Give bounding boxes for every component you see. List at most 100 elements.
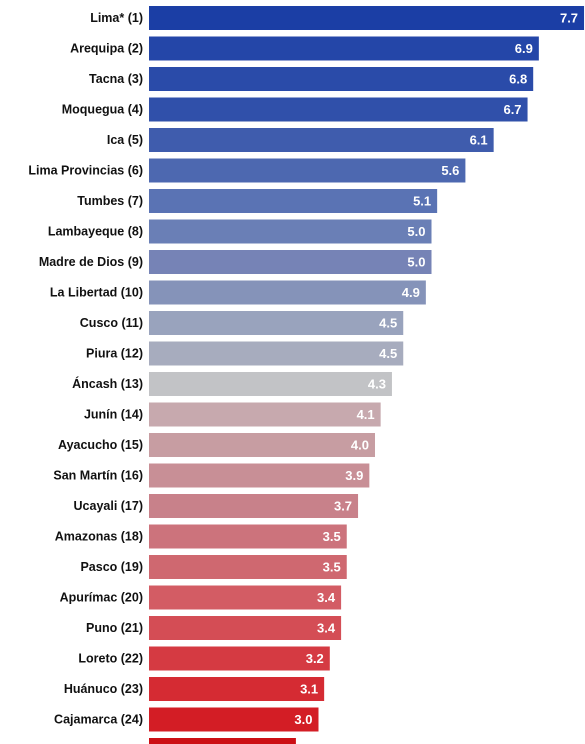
bar-row: La Libertad (10) 4.9 (50, 280, 426, 305)
bar-row: Amazonas (18) 3.5 (55, 524, 347, 549)
bar (149, 36, 539, 61)
bar (149, 585, 342, 610)
bar-row: Tumbes (7) 5.1 (77, 189, 438, 213)
bar-row: Lambayeque (8) 5.0 (48, 219, 432, 244)
value-label: 4.5 (379, 316, 397, 331)
bar (149, 311, 404, 335)
category-label: Huánuco (23) (64, 682, 143, 696)
bar-row: Ucayali (17) 3.7 (74, 494, 359, 518)
value-label: 5.0 (407, 255, 425, 270)
bar (149, 128, 494, 152)
category-label: Pasco (19) (80, 560, 143, 574)
category-label: Apurímac (20) (60, 591, 143, 605)
bar-row: Piura (12) 4.5 (86, 341, 404, 366)
bar (149, 158, 466, 183)
bar (149, 189, 438, 213)
category-label: Áncash (13) (72, 376, 143, 391)
category-label: San Martín (16) (53, 469, 143, 483)
bar (149, 219, 432, 244)
bar-row: Áncash (13) 4.3 (72, 372, 392, 396)
bar-row: Tacna (3) 6.8 (89, 67, 534, 91)
bar-row: Loreto (22) 3.2 (78, 646, 330, 671)
bar-row: Huancavelica (25)2.6 (37, 738, 296, 744)
value-label: 3.9 (345, 468, 363, 483)
value-label: 3.5 (323, 529, 341, 544)
bar-row: Cusco (11) 4.5 (80, 311, 404, 335)
bar-row: Cajamarca (24) 3.0 (54, 707, 319, 732)
value-label: 4.5 (379, 346, 397, 361)
category-label: Junín (14) (84, 408, 143, 422)
value-label: 6.8 (509, 72, 527, 87)
bar (149, 555, 347, 579)
category-label: Piura (12) (86, 347, 143, 361)
category-label: Lambayeque (8) (48, 225, 143, 239)
category-label: Amazonas (18) (55, 530, 143, 544)
bar (149, 402, 381, 427)
value-label: 5.0 (407, 224, 425, 239)
bar (149, 97, 528, 122)
category-label: Cajamarca (24) (54, 713, 143, 727)
category-label: Cusco (11) (80, 316, 143, 330)
bar-row: Apurímac (20) 3.4 (60, 585, 342, 610)
value-label: 5.1 (413, 194, 431, 209)
value-label: 4.9 (402, 285, 420, 300)
value-label: 6.9 (515, 41, 533, 56)
bar (149, 280, 426, 305)
value-label: 4.3 (368, 377, 386, 392)
value-label: 6.7 (503, 102, 521, 117)
value-label: 3.4 (317, 621, 336, 636)
category-label: Moquegua (4) (62, 103, 143, 117)
category-label: Lima Provincias (6) (28, 164, 143, 178)
bar (149, 67, 534, 91)
bar (149, 524, 347, 549)
category-label: Puno (21) (86, 621, 143, 635)
bar-row: Madre de Dios (9) 5.0 (39, 250, 432, 274)
bar-row: Lima Provincias (6) 5.6 (28, 158, 466, 183)
bar-row: Arequipa (2) 6.9 (70, 36, 539, 61)
bar (149, 707, 319, 732)
bar-row: Junín (14) 4.1 (84, 402, 381, 427)
category-label: Madre de Dios (9) (39, 255, 143, 269)
bar (149, 494, 359, 518)
bar (149, 372, 392, 396)
category-label: Loreto (22) (78, 652, 143, 666)
bar-row: Lima* (1) 7.7 (90, 6, 585, 30)
bar (149, 616, 342, 640)
bar-row: Ayacucho (15) 4.0 (58, 433, 375, 457)
category-label: Ica (5) (107, 133, 143, 147)
bar (149, 433, 375, 457)
bar-row: Puno (21) 3.4 (86, 616, 342, 640)
value-label: 4.0 (351, 438, 369, 453)
category-label: Lima* (1) (90, 11, 143, 25)
bar-row: Moquegua (4) 6.7 (62, 97, 528, 122)
value-label: 3.4 (317, 590, 336, 605)
bar-row: Pasco (19) 3.5 (80, 555, 347, 579)
category-label: Tumbes (7) (77, 194, 143, 208)
bar (149, 250, 432, 274)
category-label: La Libertad (10) (50, 286, 143, 300)
category-label: Ucayali (17) (74, 499, 143, 513)
value-label: 3.0 (294, 712, 312, 727)
value-label: 3.7 (334, 499, 352, 514)
bar (149, 6, 585, 30)
bar (149, 463, 370, 488)
value-label: 3.1 (300, 682, 318, 697)
value-label: 5.6 (441, 163, 459, 178)
category-label: Arequipa (2) (70, 42, 143, 56)
value-label: 6.1 (470, 133, 488, 148)
bar (149, 646, 330, 671)
bar-row: San Martín (16) 3.9 (53, 463, 370, 488)
bar (149, 341, 404, 366)
bar-row: Huánuco (23) 3.1 (64, 677, 325, 701)
value-label: 7.7 (560, 11, 578, 26)
value-label: 2.6 (272, 743, 290, 744)
category-label: Ayacucho (15) (58, 438, 143, 452)
bar (149, 738, 296, 744)
value-label: 3.5 (323, 560, 341, 575)
value-label: 3.2 (306, 651, 324, 666)
value-label: 4.1 (357, 407, 375, 422)
bar (149, 677, 325, 701)
bar-row: Ica (5) 6.1 (107, 128, 494, 152)
